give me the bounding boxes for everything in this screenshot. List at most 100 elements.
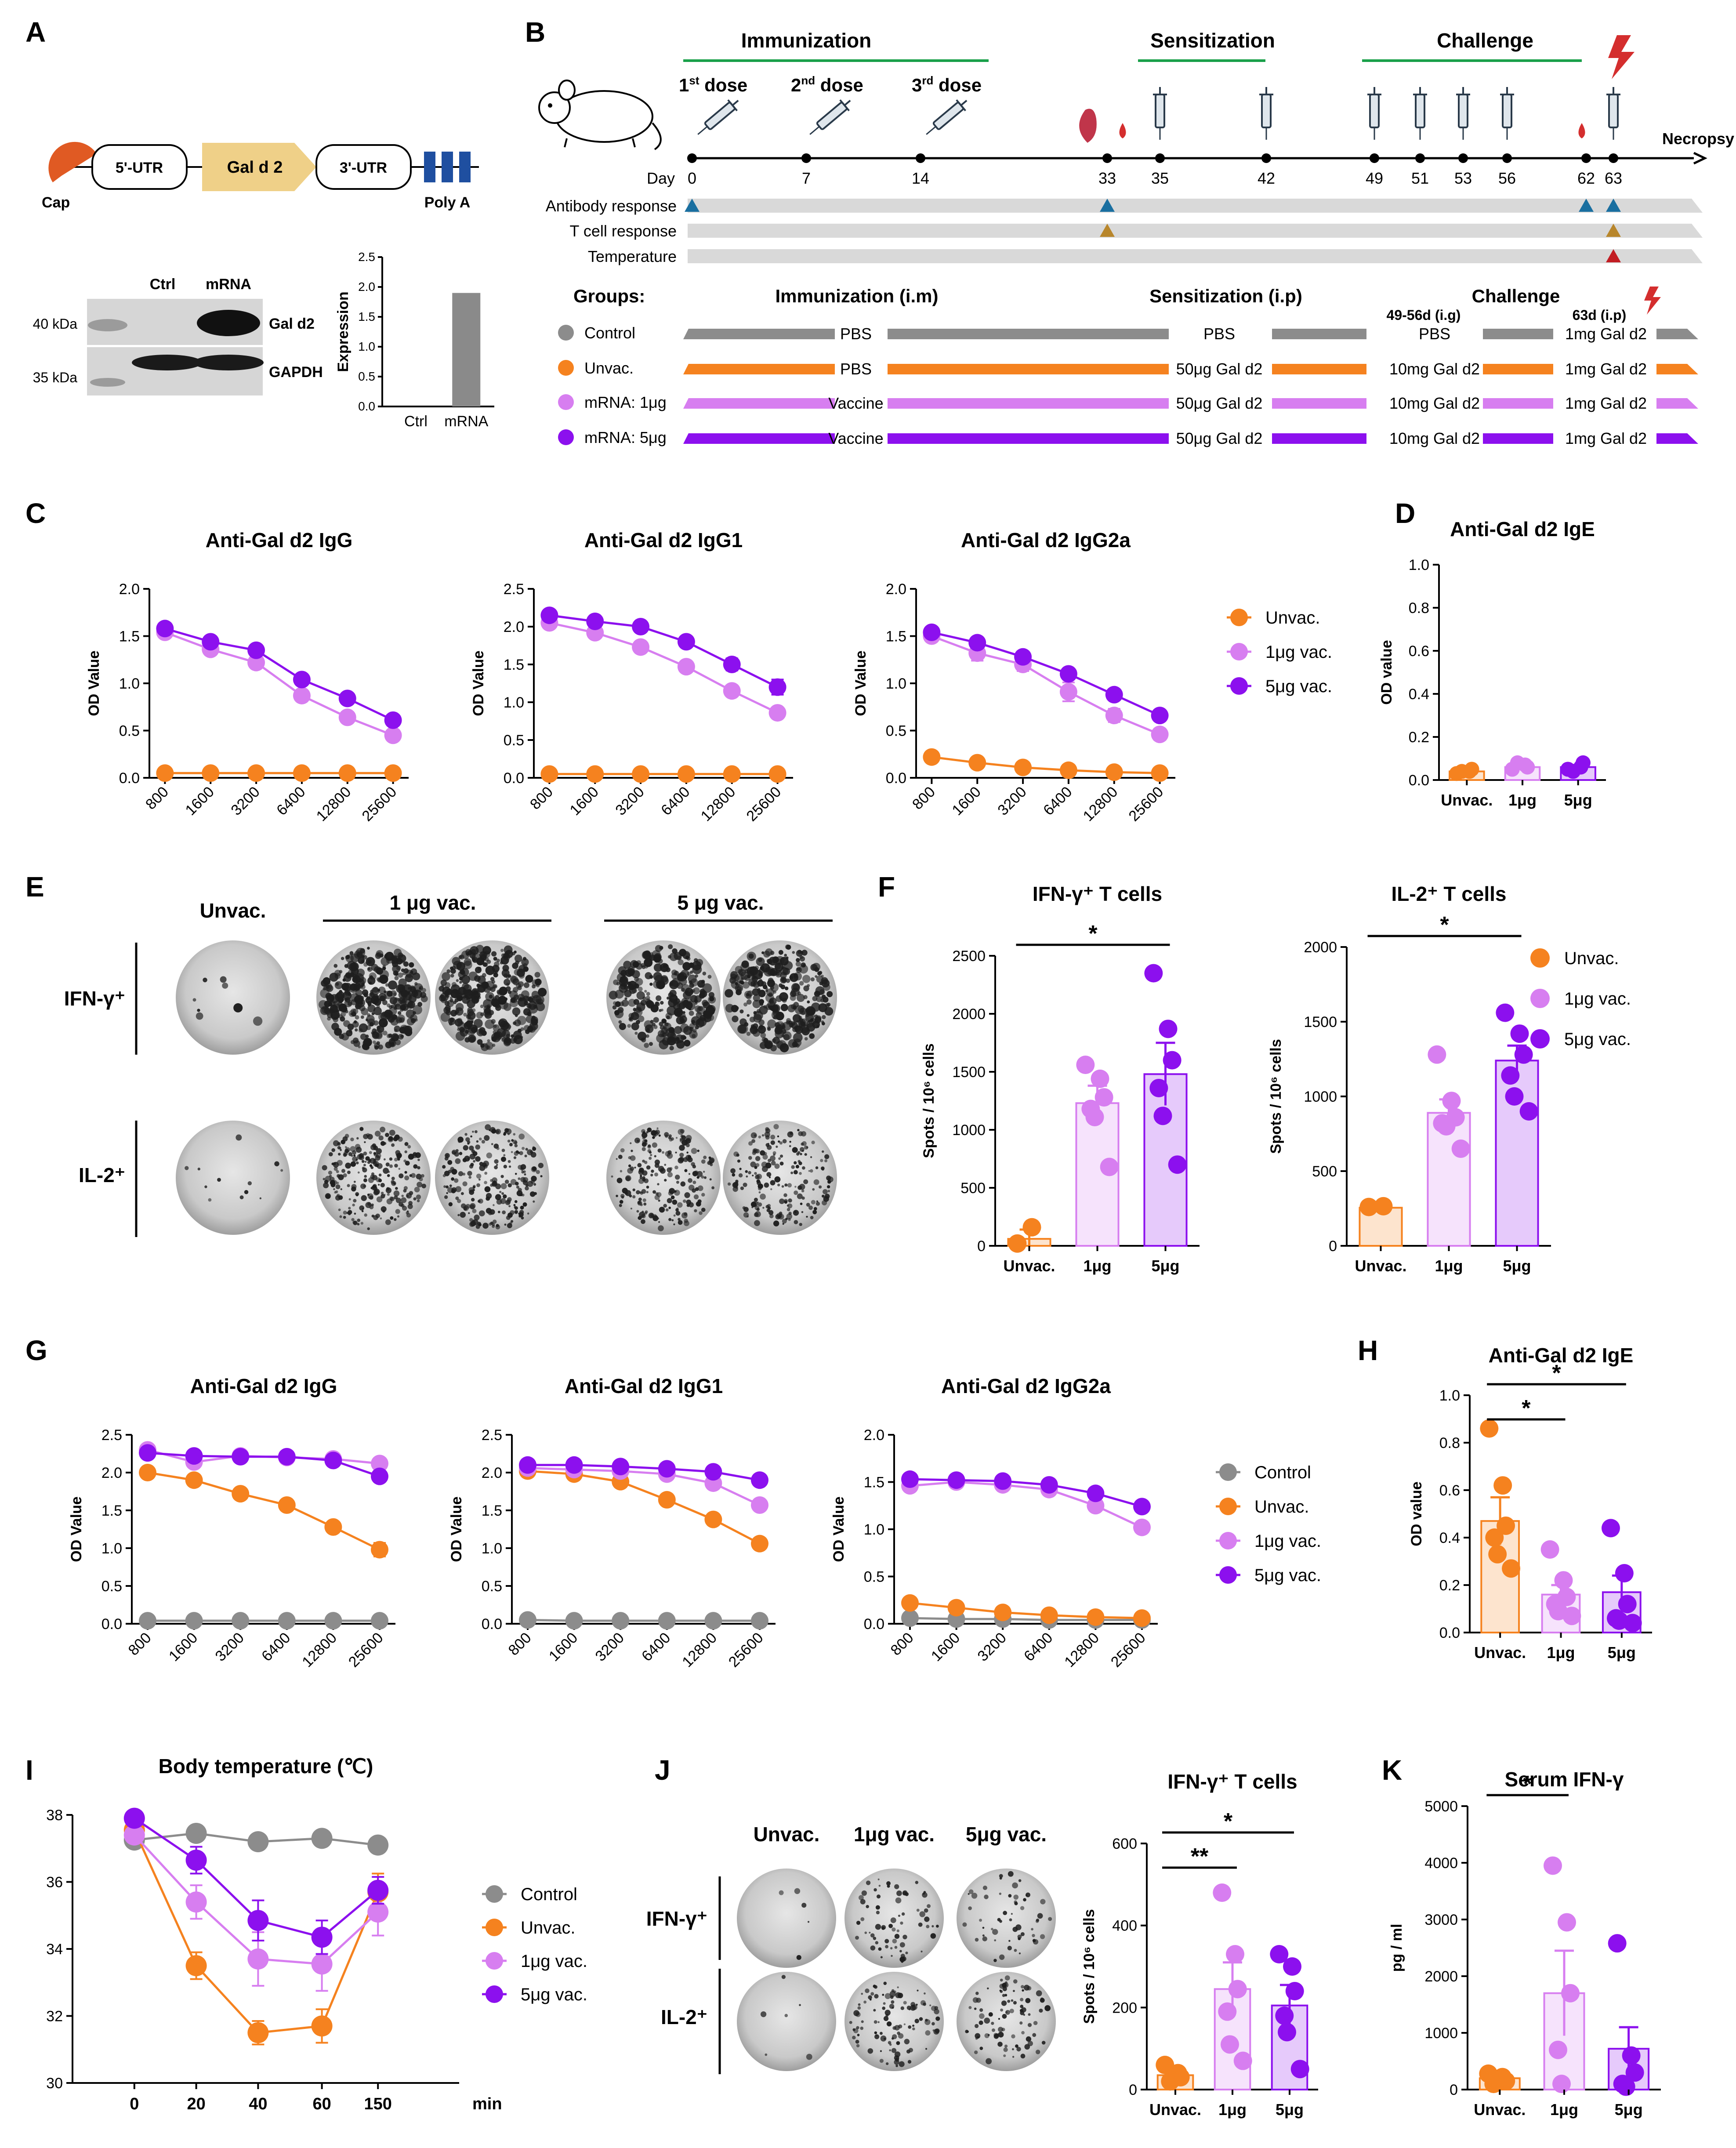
elispot-spot [357, 1171, 360, 1174]
elispot-spot [533, 1183, 536, 1186]
data-point [247, 1831, 269, 1852]
elispot-spot [381, 1194, 385, 1199]
elispot-spot [750, 981, 756, 987]
elispot-spot [651, 1169, 654, 1173]
elispot-spot [668, 944, 673, 949]
elispot-spot [770, 951, 775, 955]
elispot-spot [801, 1211, 804, 1213]
elispot-spot [1011, 1913, 1013, 1915]
necropsy-label: Necropsy [1662, 130, 1734, 148]
elispot-spot [779, 1043, 789, 1052]
elispot-spot [253, 1016, 263, 1026]
elispot-spot [377, 1163, 383, 1169]
elispot-spot [406, 1213, 411, 1218]
chart-title: Serum IFN-γ [1505, 1768, 1624, 1791]
elispot-spot [350, 1161, 356, 1167]
elispot-spot [701, 980, 705, 984]
x-tick-label: 1μg [1550, 2101, 1578, 2119]
elispot-spot [681, 1013, 686, 1018]
elispot-spot [732, 1016, 739, 1023]
elispot-spot [462, 983, 469, 990]
data-point [1485, 1528, 1504, 1547]
elispot-spot [378, 1135, 384, 1141]
track-marker [1100, 199, 1115, 212]
elispot-spot [699, 1015, 707, 1022]
y-tick-label: 400 [1112, 1918, 1137, 1934]
elispot-spot [446, 969, 451, 973]
elispot-spot [443, 1185, 446, 1188]
elispot-spot [790, 1004, 796, 1009]
data-point [1374, 1197, 1393, 1216]
elispot-spot [363, 1151, 367, 1156]
elispot-spot [921, 1950, 923, 1952]
elispot-spot [349, 951, 354, 955]
y-tick-label: 500 [1312, 1163, 1337, 1180]
group-cell: 1mg Gal d2 [1565, 360, 1647, 378]
elispot-spot [824, 1159, 828, 1162]
data-point [1278, 2023, 1296, 2042]
elispot-spot [373, 1184, 377, 1188]
elispot-spot [323, 1178, 326, 1181]
elispot-spot [656, 1034, 665, 1043]
elispot-spot [658, 1134, 661, 1137]
legend-label: 5μg vac. [1265, 677, 1332, 696]
elispot-spot [442, 1165, 446, 1169]
elispot-spot [931, 1925, 934, 1928]
elispot-spot [500, 1198, 506, 1204]
x-tick-label: 25600 [345, 1629, 387, 1671]
elispot-spot [802, 1166, 805, 1170]
data-point [1566, 764, 1581, 779]
elispot-spot [653, 972, 662, 981]
elispot-spot [536, 1170, 540, 1174]
data-point [768, 678, 786, 696]
elispot-spot [329, 1175, 332, 1178]
elispot-spot [501, 969, 510, 977]
elispot-spot [652, 1214, 657, 1219]
elispot-spot [365, 1202, 372, 1208]
x-tick-label: 1600 [567, 784, 602, 819]
legend-marker [1230, 609, 1248, 626]
elispot-spot [786, 978, 790, 983]
y-tick-label: 0.0 [864, 1616, 884, 1633]
elispot-spot [646, 1165, 651, 1170]
elispot-spot [682, 1036, 687, 1040]
elispot-spot [754, 1011, 763, 1020]
y-tick-label: 1.5 [482, 1502, 502, 1519]
elispot-spot [747, 1014, 750, 1017]
elispot-spot [529, 1191, 536, 1197]
elispot-spot [825, 1003, 830, 1008]
series-line-Unvac [931, 756, 1160, 774]
elispot-spot [403, 984, 412, 993]
elispot-spot [405, 1161, 410, 1166]
y-tick-label: 2.0 [119, 581, 140, 598]
elispot-spot [683, 991, 692, 1000]
elispot-spot [353, 1154, 356, 1157]
elispot-spot [801, 950, 808, 956]
elispot-spot [478, 1137, 482, 1141]
elispot-spot [369, 972, 377, 980]
elispot-spot [701, 1193, 705, 1197]
elispot-spot [449, 1018, 454, 1023]
elispot-spot [787, 1131, 794, 1138]
elispot-spot [692, 1188, 696, 1193]
chart-title: Anti-Gal d2 IgG2a [941, 1375, 1111, 1397]
elispot-spot [634, 1031, 638, 1035]
elispot-spot [984, 2017, 990, 2024]
elispot-spot [478, 967, 482, 971]
elispot-spot [1025, 1998, 1031, 2003]
elispot-spot [377, 970, 381, 974]
elispot-spot [373, 1190, 379, 1196]
elispot-spot [657, 1183, 660, 1186]
elispot-spot [784, 954, 787, 957]
elispot-spot [759, 999, 765, 1005]
data-point [704, 1612, 722, 1630]
data-point [1502, 1559, 1521, 1578]
elispot-spot [347, 1184, 350, 1187]
elispot-spot [1019, 2021, 1023, 2025]
elispot-spot [459, 1152, 463, 1155]
elispot-spot [668, 955, 671, 959]
data-point [185, 1471, 203, 1489]
elispot-spot [363, 962, 368, 967]
elispot-spot [490, 1183, 493, 1187]
